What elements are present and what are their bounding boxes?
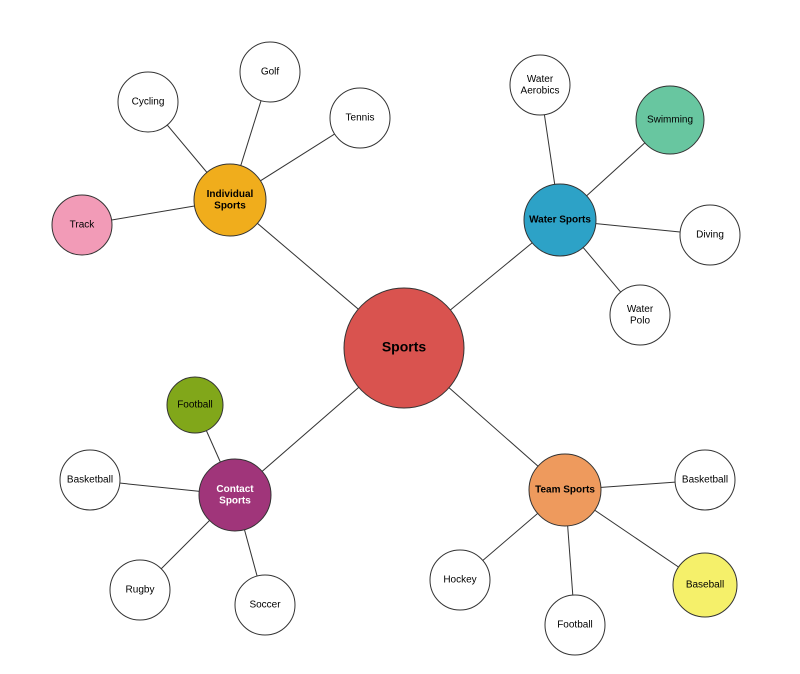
node-label: Football [177, 400, 213, 411]
node-label: Baseball [686, 580, 724, 591]
node-water: Water Sports [524, 184, 596, 256]
node-football_t: Football [545, 595, 605, 655]
node-diving: Diving [680, 205, 740, 265]
node-swimming: Swimming [636, 86, 704, 154]
node-label: Polo [630, 315, 650, 326]
node-waterpolo: WaterPolo [610, 285, 670, 345]
node-label: Basketball [67, 475, 113, 486]
node-label: Basketball [682, 475, 728, 486]
node-label: Sports [214, 200, 246, 211]
node-label: Aerobics [521, 85, 560, 96]
node-label: Sports [219, 495, 251, 506]
node-contact: ContactSports [199, 459, 271, 531]
node-label: Swimming [647, 115, 693, 126]
node-label: Tennis [346, 113, 375, 124]
node-label: Soccer [249, 600, 281, 611]
node-label: Golf [261, 67, 280, 78]
node-label: Water [627, 304, 654, 315]
node-soccer: Soccer [235, 575, 295, 635]
node-label: Individual [207, 189, 254, 200]
node-football_c: Football [167, 377, 223, 433]
node-label: Team Sports [535, 485, 595, 496]
node-baseball: Baseball [673, 553, 737, 617]
node-basketball_c: Basketball [60, 450, 120, 510]
node-rugby: Rugby [110, 560, 170, 620]
node-tennis: Tennis [330, 88, 390, 148]
node-label: Water Sports [529, 215, 591, 226]
node-cycling: Cycling [118, 72, 178, 132]
node-label: Rugby [126, 585, 155, 596]
node-sports: Sports [344, 288, 464, 408]
mindmap-canvas: SportsIndividualSportsWater SportsContac… [0, 0, 800, 674]
node-hockey: Hockey [430, 550, 490, 610]
node-track: Track [52, 195, 112, 255]
node-label: Football [557, 620, 593, 631]
node-label: Diving [696, 230, 724, 241]
node-label: Hockey [443, 575, 476, 586]
node-label: Contact [216, 484, 254, 495]
node-label: Cycling [132, 97, 165, 108]
node-wateraerobics: WaterAerobics [510, 55, 570, 115]
node-basketball_t: Basketball [675, 450, 735, 510]
node-team: Team Sports [529, 454, 601, 526]
node-label: Sports [382, 339, 427, 355]
node-label: Water [527, 74, 554, 85]
node-label: Track [70, 220, 96, 231]
node-golf: Golf [240, 42, 300, 102]
node-individual: IndividualSports [194, 164, 266, 236]
